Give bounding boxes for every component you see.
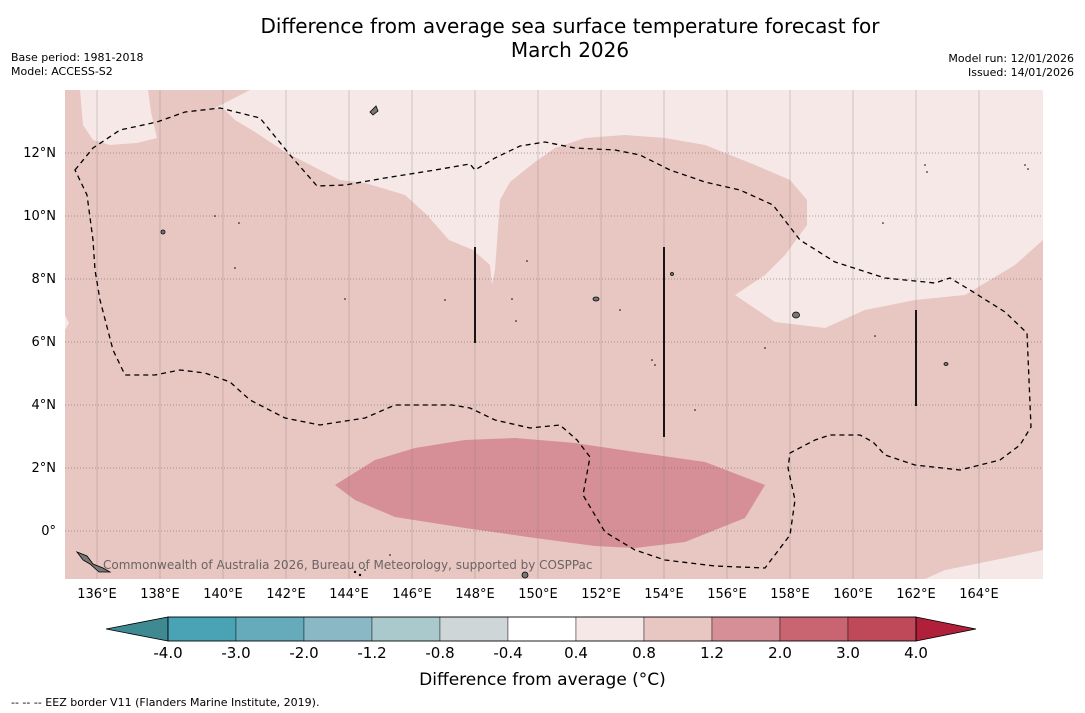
lon-label-140e: 140°E	[203, 587, 243, 602]
anomaly-band-0.4-0.8-west-edge	[65, 315, 69, 330]
colorbar-under-arrow	[106, 616, 169, 642]
colorbar-tick: 4.0	[904, 644, 928, 662]
title-line-2: March 2026	[510, 38, 630, 62]
base-period: Base period: 1981-2018	[11, 51, 144, 64]
model-run-date: Model run: 12/01/2026	[948, 52, 1074, 65]
lat-label-12n: 12°N	[23, 146, 56, 161]
colorbar-segment	[711, 616, 781, 642]
lon-label-160e: 160°E	[833, 587, 873, 602]
island-far-east	[943, 362, 949, 366]
colorbar-tick: 2.0	[768, 644, 792, 662]
lat-label-4n: 4°N	[31, 398, 57, 413]
colorbar-segment	[847, 616, 917, 642]
colorbar-tick: -4.0	[153, 644, 183, 662]
lon-label-150e: 150°E	[518, 587, 558, 602]
lon-label-144e: 144°E	[329, 587, 369, 602]
lat-label-0: 0°	[41, 524, 56, 539]
model-name: Model: ACCESS-S2	[11, 65, 113, 78]
colorbar-label: Difference from average (°C)	[419, 670, 666, 690]
eez-legend: -- -- -- EEZ border V11 (Flanders Marine…	[11, 696, 320, 709]
anomaly-band-0.4-0.8-south	[925, 550, 1043, 579]
issued-date: Issued: 14/01/2026	[967, 66, 1074, 79]
islands	[75, 105, 949, 579]
lon-label-142e: 142°E	[266, 587, 306, 602]
colorbar-segments	[167, 616, 917, 642]
island-west	[160, 229, 166, 235]
lat-label-2n: 2°N	[31, 461, 57, 476]
colorbar-segment	[779, 616, 849, 642]
lon-label-152e: 152°E	[581, 587, 621, 602]
colorbar-segment	[643, 616, 713, 642]
lon-label-158e: 158°E	[770, 587, 810, 602]
island-south	[521, 571, 529, 579]
map-title: Difference from average sea surface temp…	[0, 14, 1085, 62]
island-mid	[592, 296, 600, 302]
colorbar-segment	[507, 616, 577, 642]
lon-label-162e: 162°E	[896, 587, 936, 602]
colorbar-tick: -0.8	[425, 644, 455, 662]
anomaly-band-0.4-0.8-north	[80, 90, 157, 145]
run-info: Model run: 12/01/2026 Issued: 14/01/2026	[948, 52, 1074, 80]
anomaly-band-0.4-0.8-north-main	[215, 90, 1043, 328]
lon-label-146e: 146°E	[392, 587, 432, 602]
island-east	[792, 311, 800, 319]
colorbar-segment	[371, 616, 441, 642]
anomaly-band-1.2-2.0	[335, 438, 765, 548]
colorbar-tick: 3.0	[836, 644, 860, 662]
colorbar-tick: 0.8	[632, 644, 656, 662]
island-central	[670, 272, 674, 276]
title-line-1: Difference from average sea surface temp…	[260, 14, 880, 38]
island-north	[369, 105, 379, 116]
map-canvas	[65, 90, 1043, 579]
tiny-islands	[214, 164, 1029, 577]
eez-segments	[474, 247, 917, 437]
colorbar-segment	[303, 616, 373, 642]
colorbar-tick: -0.4	[493, 644, 523, 662]
lon-label-138e: 138°E	[140, 587, 180, 602]
lon-label-156e: 156°E	[707, 587, 747, 602]
colorbar-segment	[575, 616, 645, 642]
colorbar	[106, 616, 977, 642]
lon-label-154e: 154°E	[644, 587, 684, 602]
eez-border	[74, 107, 1032, 569]
sst-anomaly-map[interactable]	[65, 90, 1043, 579]
lon-label-136e: 136°E	[77, 587, 117, 602]
colorbar-tick: -1.2	[357, 644, 387, 662]
colorbar-segment	[235, 616, 305, 642]
colorbar-tick: 1.2	[700, 644, 724, 662]
colorbar-tick: 0.4	[564, 644, 588, 662]
colorbar-tick: -3.0	[221, 644, 251, 662]
colorbar-segment	[439, 616, 509, 642]
colorbar-frame	[167, 616, 917, 642]
model-info: Base period: 1981-2018 Model: ACCESS-S2	[11, 51, 143, 79]
lon-label-164e: 164°E	[959, 587, 999, 602]
parallel-gridlines	[65, 152, 1043, 532]
lat-label-8n: 8°N	[31, 272, 57, 287]
lat-label-10n: 10°N	[23, 209, 56, 224]
colorbar-tick: -2.0	[289, 644, 319, 662]
attribution-text: Commonwealth of Australia 2026, Bureau o…	[103, 558, 593, 572]
island-sw	[75, 551, 112, 573]
lat-label-6n: 6°N	[31, 335, 57, 350]
colorbar-over-arrow	[915, 616, 977, 642]
colorbar-segment	[167, 616, 237, 642]
lon-label-148e: 148°E	[455, 587, 495, 602]
